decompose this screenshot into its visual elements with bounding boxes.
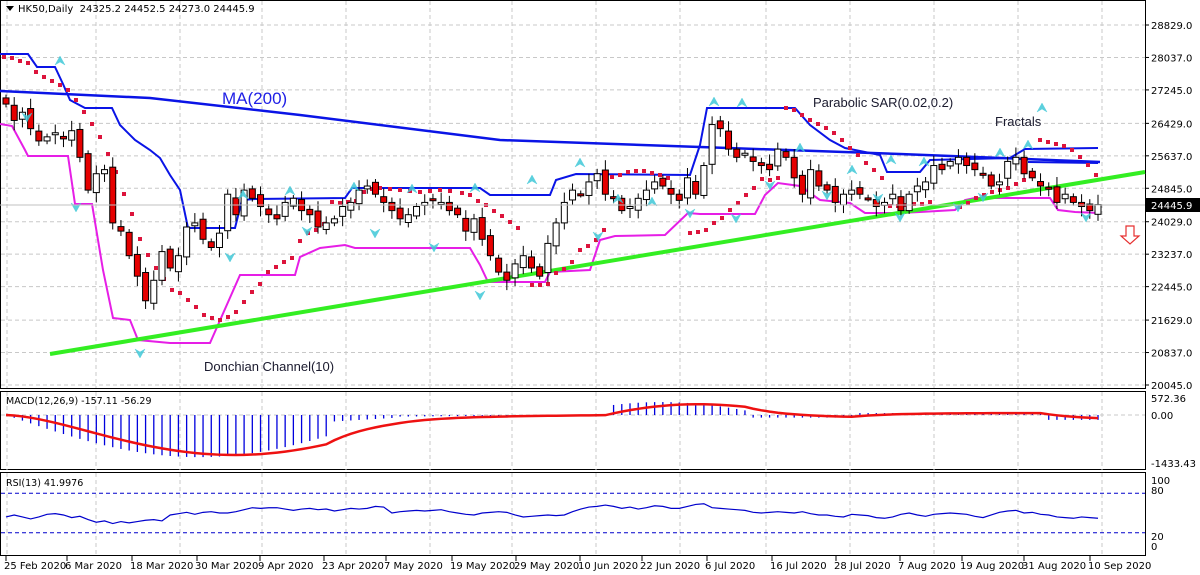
macd-plot [5, 402, 1099, 458]
down-arrow-icon [1119, 225, 1141, 245]
svg-text:22445.0: 22445.0 [1151, 283, 1192, 294]
macd-panel-frame [0, 391, 1146, 470]
svg-text:28037.0: 28037.0 [1151, 53, 1192, 64]
svg-text:28 Jul 2020: 28 Jul 2020 [834, 561, 891, 572]
svg-text:29 May 2020: 29 May 2020 [514, 561, 579, 572]
svg-text:25637.0: 25637.0 [1151, 152, 1192, 163]
svg-text:20: 20 [1151, 532, 1164, 543]
svg-text:7 Aug 2020: 7 Aug 2020 [898, 561, 956, 572]
svg-text:7 May 2020: 7 May 2020 [384, 561, 443, 572]
svg-text:572.36: 572.36 [1151, 394, 1186, 405]
rsi-label: RSI(13) 41.9976 [6, 478, 83, 489]
svg-text:24029.0: 24029.0 [1151, 218, 1192, 229]
current-price-tag [1146, 198, 1200, 212]
svg-text:26429.0: 26429.0 [1151, 119, 1192, 130]
svg-text:31 Aug 2020: 31 Aug 2020 [1022, 561, 1086, 572]
svg-text:25 Feb 2020: 25 Feb 2020 [4, 561, 66, 572]
svg-text:19 Aug 2020: 19 Aug 2020 [960, 561, 1024, 572]
svg-text:19 May 2020: 19 May 2020 [450, 561, 515, 572]
svg-text:23 Apr 2020: 23 Apr 2020 [322, 561, 384, 572]
svg-text:-1433.43: -1433.43 [1151, 459, 1196, 470]
parabolic-sar-dots [2, 55, 1098, 322]
ma200-annotation: MA(200) [222, 89, 287, 108]
current-price-value: 24445.9 [1151, 201, 1192, 212]
fractals-annotation: Fractals [995, 114, 1042, 129]
macd-axis: 572.36 0.00 -1433.43 [1151, 394, 1196, 470]
svg-text:9 Apr 2020: 9 Apr 2020 [258, 561, 313, 572]
sar-annotation: Parabolic SAR(0.02,0.2) [813, 95, 953, 110]
symbol-timeframe: HK50,Daily [18, 4, 74, 15]
ohlc-values: 24325.2 24452.5 24273.0 24445.9 [79, 4, 255, 15]
price-axis: 28829.0 28037.0 27245.0 26429.0 25637.0 24845… [1145, 21, 1192, 392]
donchian-annotation: Donchian Channel(10) [204, 359, 334, 374]
chart-header: HK50,Daily 24325.2 24452.5 24273.0 24445… [6, 4, 255, 15]
svg-text:28829.0: 28829.0 [1151, 21, 1192, 32]
svg-text:16 Jul 2020: 16 Jul 2020 [770, 561, 827, 572]
svg-text:27245.0: 27245.0 [1151, 86, 1192, 97]
fractal-markers [21, 55, 1092, 359]
svg-text:21629.0: 21629.0 [1151, 316, 1192, 327]
rsi-plot [1, 492, 1145, 534]
svg-text:20837.0: 20837.0 [1151, 349, 1192, 360]
svg-text:20045.0: 20045.0 [1151, 381, 1192, 392]
collapse-triangle-icon[interactable] [6, 6, 14, 11]
svg-text:24845.0: 24845.0 [1151, 184, 1192, 195]
svg-text:6 Jul 2020: 6 Jul 2020 [705, 561, 755, 572]
svg-text:80: 80 [1151, 486, 1164, 497]
svg-text:10 Jun 2020: 10 Jun 2020 [578, 561, 638, 572]
svg-text:6 Mar 2020: 6 Mar 2020 [65, 561, 122, 572]
svg-text:23237.0: 23237.0 [1151, 250, 1192, 261]
svg-text:22 Jun 2020: 22 Jun 2020 [640, 561, 700, 572]
rsi-panel-frame [0, 472, 1146, 556]
support-trendline [49, 170, 1146, 356]
macd-label: MACD(12,26,9) -157.11 -56.29 [6, 396, 151, 407]
svg-text:30 Mar 2020: 30 Mar 2020 [195, 561, 258, 572]
svg-text:0.00: 0.00 [1151, 411, 1173, 422]
svg-text:0: 0 [1151, 542, 1157, 553]
svg-text:100: 100 [1151, 476, 1170, 487]
svg-text:18 Mar 2020: 18 Mar 2020 [130, 561, 193, 572]
svg-text:10 Sep 2020: 10 Sep 2020 [1088, 561, 1151, 572]
ma200-line [0, 89, 1101, 164]
